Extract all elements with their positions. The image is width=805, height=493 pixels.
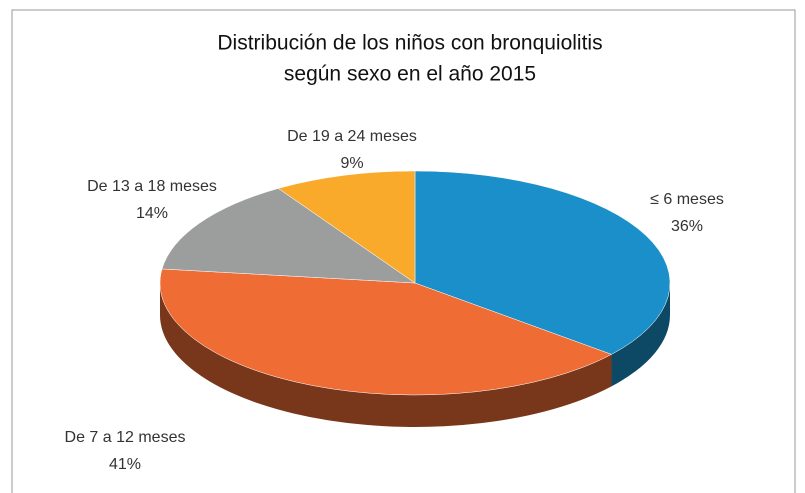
slice-label: ≤ 6 meses — [650, 191, 724, 208]
slice-value-label: 36% — [671, 218, 703, 235]
pie-slice — [414, 170, 671, 355]
chart-title: Distribución de los niños con bronquioli… — [217, 32, 602, 55]
slice-label: De 7 a 12 meses — [65, 429, 186, 446]
slice-value-label: 9% — [340, 155, 363, 172]
slice-label: De 13 a 18 meses — [87, 178, 217, 195]
slice-value-label: 41% — [109, 456, 141, 473]
pie-slice — [161, 188, 416, 284]
chart-title: según sexo en el año 2015 — [284, 63, 536, 86]
pie-slice — [277, 170, 416, 284]
pie-slice — [159, 268, 613, 396]
pie-side — [159, 283, 612, 428]
slice-label: De 19 a 24 meses — [287, 128, 417, 145]
pie-side — [611, 283, 670, 387]
slice-value-label: 14% — [136, 205, 168, 222]
